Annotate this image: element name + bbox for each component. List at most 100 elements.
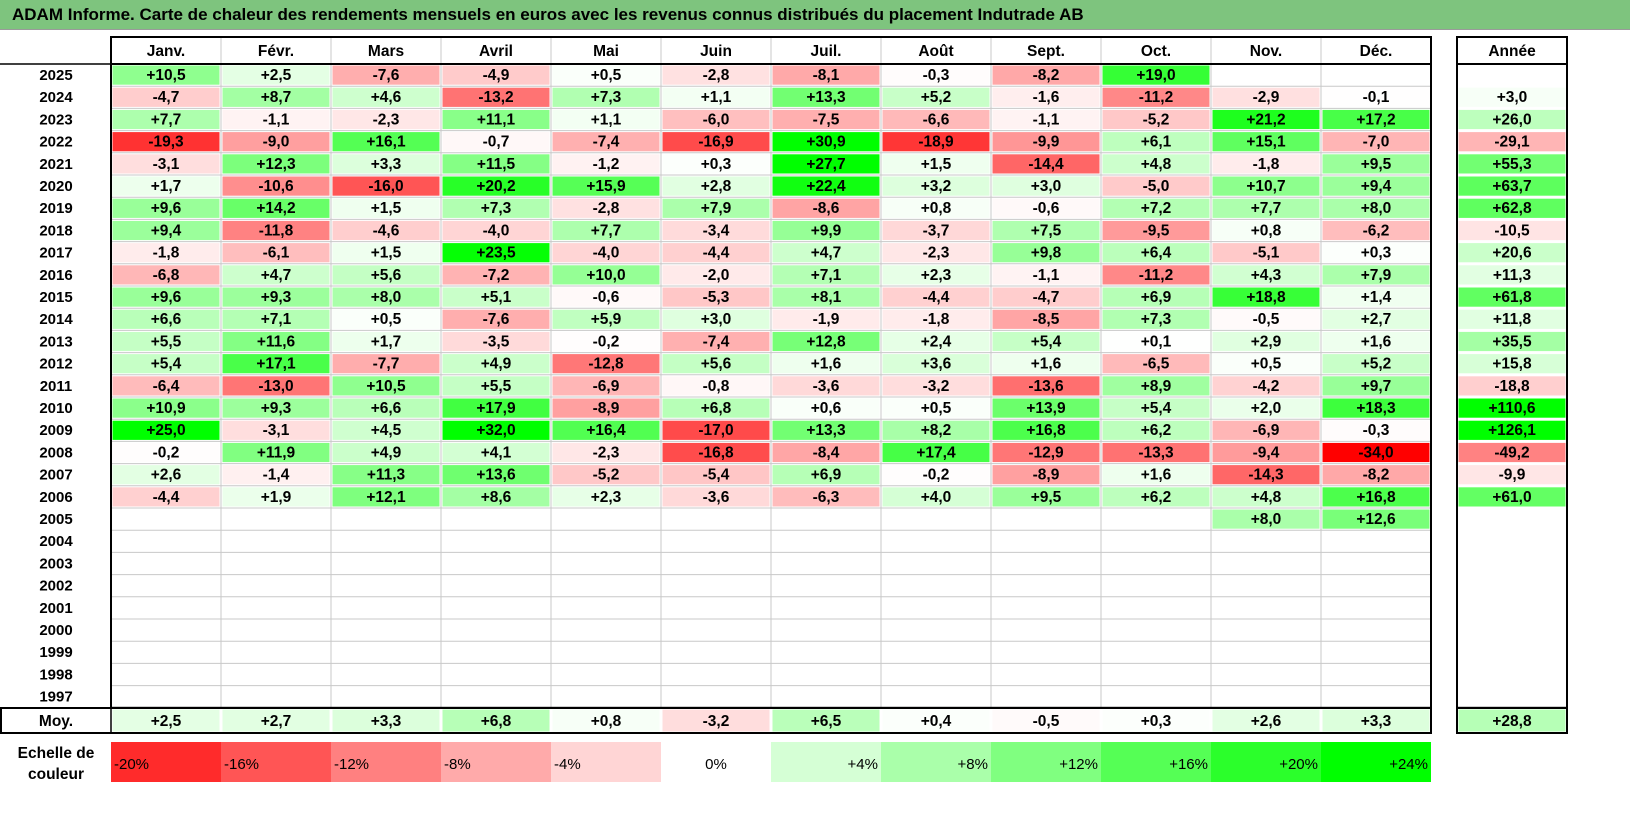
cell-value: -4,4 [153,489,180,506]
heatmap-cell [1102,65,1210,85]
cell-value: +2,7 [1361,311,1392,328]
heatmap-cell [662,154,770,174]
cell-value: +0,6 [811,400,842,417]
color-scale-swatch [551,742,661,782]
cell-value: +5,2 [1361,356,1392,373]
heatmap-cell [552,265,660,285]
heatmap-cell [112,309,220,329]
heatmap-cell [662,309,770,329]
heatmap-cell [442,487,550,507]
heatmap-cell [1102,87,1210,107]
heatmap-cell [1102,220,1210,241]
heatmap-cell [442,376,550,396]
heatmap-cell [1102,243,1210,263]
annual-value: +26,0 [1492,111,1531,128]
heatmap-cell [1102,398,1210,418]
heatmap-cell [1322,598,1430,618]
heatmap-cell [772,642,880,662]
heatmap-cell [1322,642,1430,662]
heatmap-cell [222,664,330,685]
cell-value: +8,2 [921,422,952,439]
heatmap-cell [332,176,440,196]
color-scale-swatch [1101,742,1211,782]
month-header: Janv. [147,43,186,60]
average-value: +6,8 [481,713,512,730]
cell-value: +13,9 [1026,400,1066,417]
average-cell [1322,709,1430,732]
year-label: 2013 [39,333,72,350]
heatmap-cell [662,65,770,85]
heatmap-cell [442,553,550,574]
heatmap-cell [992,687,1100,707]
heatmap-cell [222,509,330,529]
annual-cell [1458,198,1566,218]
heatmap-cell [772,176,880,196]
heatmap-cell [992,509,1100,529]
cell-value: +9,3 [261,400,292,417]
heatmap-cell [882,465,990,485]
cell-value: -0,2 [153,444,180,461]
heatmap-cell [222,109,330,130]
annual-value: +61,0 [1492,489,1531,506]
cell-value: -4,7 [153,89,180,106]
heatmap-cell [772,331,880,352]
cell-value: -3,6 [703,489,730,506]
heatmap-cell [442,198,550,218]
heatmap-cell [1212,309,1320,329]
heatmap-cell [992,531,1100,551]
heatmap-cell [552,465,660,485]
heatmap-cell [662,198,770,218]
heatmap-cell [992,420,1100,440]
heatmap-cell [222,265,330,285]
heatmap-cell [1212,531,1320,551]
cell-value: -4,6 [373,222,400,239]
year-label: 2025 [39,67,72,84]
cell-value: +12,1 [366,489,406,506]
heatmap-cell [112,465,220,485]
annual-cell [1458,309,1566,329]
heatmap-cell [772,420,880,440]
annual-cell [1458,487,1566,507]
heatmap-cell [442,398,550,418]
heatmap-cell [222,132,330,152]
heatmap-cell [662,576,770,596]
heatmap-cell [332,620,440,640]
cell-value: +3,0 [1031,178,1062,195]
cell-value: -5,3 [703,289,730,306]
annual-cell [1458,132,1566,152]
heatmap-cell [662,87,770,107]
cell-value: +0,8 [921,200,952,217]
cell-value: +16,8 [1356,489,1396,506]
cell-value: -7,5 [813,111,840,128]
heatmap-cell [222,331,330,352]
cell-value: +19,0 [1136,67,1175,84]
cell-value: -13,2 [478,89,513,106]
color-scale-label: +12% [1059,756,1098,773]
heatmap-cell [1212,331,1320,352]
cell-value: +27,7 [806,156,845,173]
cell-value: -6,5 [1143,356,1170,373]
heatmap-cell [1102,509,1210,529]
annual-cell [1458,398,1566,418]
heatmap-cell [552,531,660,551]
annual-value: -18,8 [1494,378,1530,395]
cell-value: +1,9 [261,489,292,506]
heatmap-cell [1322,465,1430,485]
heatmap-cell [112,509,220,529]
cell-value: -5,2 [593,467,620,484]
cell-value: +10,5 [366,378,406,395]
color-scale-label: -16% [224,756,259,773]
cell-value: +9,5 [1031,489,1062,506]
cell-value: +4,8 [1251,489,1282,506]
color-scale-label: +20% [1279,756,1318,773]
heatmap-cell [332,331,440,352]
heatmap-cell [1212,553,1320,574]
heatmap-cell [222,487,330,507]
cell-value: +22,4 [806,178,846,195]
color-scale-label: +8% [958,756,988,773]
cell-value: -9,0 [263,134,290,151]
heatmap-cell [1322,687,1430,707]
heatmap-cell [332,87,440,107]
heatmap-cell [1212,398,1320,418]
heatmap-cell [882,220,990,241]
